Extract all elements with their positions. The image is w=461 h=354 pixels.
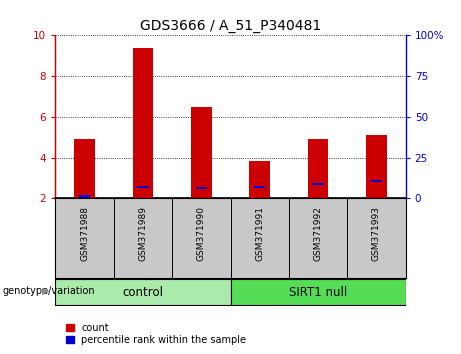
Title: GDS3666 / A_51_P340481: GDS3666 / A_51_P340481 xyxy=(140,19,321,33)
Text: GSM371988: GSM371988 xyxy=(80,206,89,261)
Text: GSM371990: GSM371990 xyxy=(197,206,206,261)
Bar xyxy=(74,139,95,198)
Text: GSM371992: GSM371992 xyxy=(313,206,323,261)
Text: GSM371991: GSM371991 xyxy=(255,206,264,261)
Bar xyxy=(230,279,406,305)
Bar xyxy=(195,187,207,189)
Text: genotype/variation: genotype/variation xyxy=(2,286,95,296)
Bar xyxy=(308,139,328,198)
Bar xyxy=(133,47,153,198)
Text: SIRT1 null: SIRT1 null xyxy=(289,286,347,298)
Bar xyxy=(254,186,266,188)
Bar xyxy=(371,179,382,182)
Bar xyxy=(79,195,90,198)
Bar xyxy=(366,135,387,198)
Bar xyxy=(249,161,270,198)
Text: GSM371989: GSM371989 xyxy=(138,206,148,261)
Bar xyxy=(313,183,324,185)
Text: control: control xyxy=(123,286,163,298)
Bar xyxy=(191,107,212,198)
Text: ▶: ▶ xyxy=(42,286,50,296)
Legend: count, percentile rank within the sample: count, percentile rank within the sample xyxy=(65,322,247,346)
Bar xyxy=(55,279,230,305)
Bar xyxy=(137,186,148,188)
Text: GSM371993: GSM371993 xyxy=(372,206,381,261)
